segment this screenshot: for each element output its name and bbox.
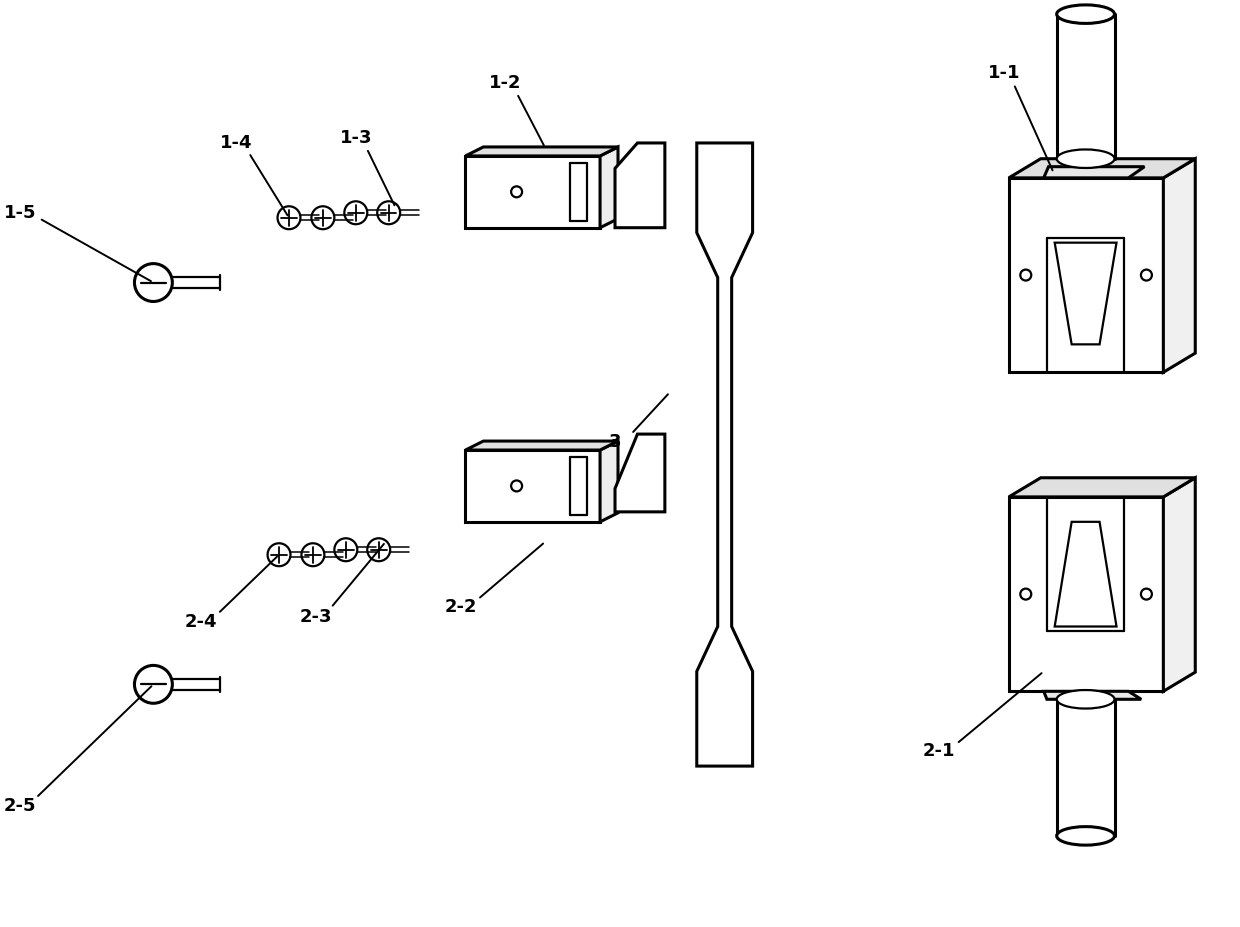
Polygon shape [600, 147, 618, 228]
Text: 1-4: 1-4 [219, 134, 253, 152]
Text: 2-5: 2-5 [4, 797, 36, 815]
Polygon shape [615, 434, 665, 512]
Polygon shape [465, 441, 618, 450]
Polygon shape [1044, 167, 1145, 178]
Ellipse shape [1056, 690, 1115, 708]
Text: 2-3: 2-3 [300, 607, 332, 626]
Ellipse shape [1056, 5, 1115, 23]
Polygon shape [1009, 178, 1163, 373]
Polygon shape [1044, 692, 1141, 699]
Text: 1-1: 1-1 [987, 64, 1021, 83]
Text: 3: 3 [609, 433, 621, 451]
Polygon shape [465, 156, 600, 228]
Text: 1-2: 1-2 [489, 74, 522, 92]
Polygon shape [1055, 522, 1116, 627]
Polygon shape [465, 147, 618, 156]
Polygon shape [1009, 477, 1195, 497]
Text: 1-5: 1-5 [4, 204, 36, 222]
Polygon shape [615, 143, 665, 228]
Polygon shape [1009, 497, 1163, 692]
Text: 1-3: 1-3 [340, 129, 372, 147]
Polygon shape [465, 450, 600, 522]
Polygon shape [1009, 159, 1195, 178]
Polygon shape [697, 143, 753, 766]
Polygon shape [1055, 243, 1116, 344]
Polygon shape [600, 441, 618, 522]
Text: 2-1: 2-1 [923, 743, 955, 760]
Ellipse shape [1056, 149, 1115, 168]
Polygon shape [1163, 477, 1195, 692]
Ellipse shape [1056, 827, 1115, 845]
Text: 2-4: 2-4 [185, 613, 217, 630]
Polygon shape [1163, 159, 1195, 373]
Text: 2-2: 2-2 [444, 598, 476, 616]
